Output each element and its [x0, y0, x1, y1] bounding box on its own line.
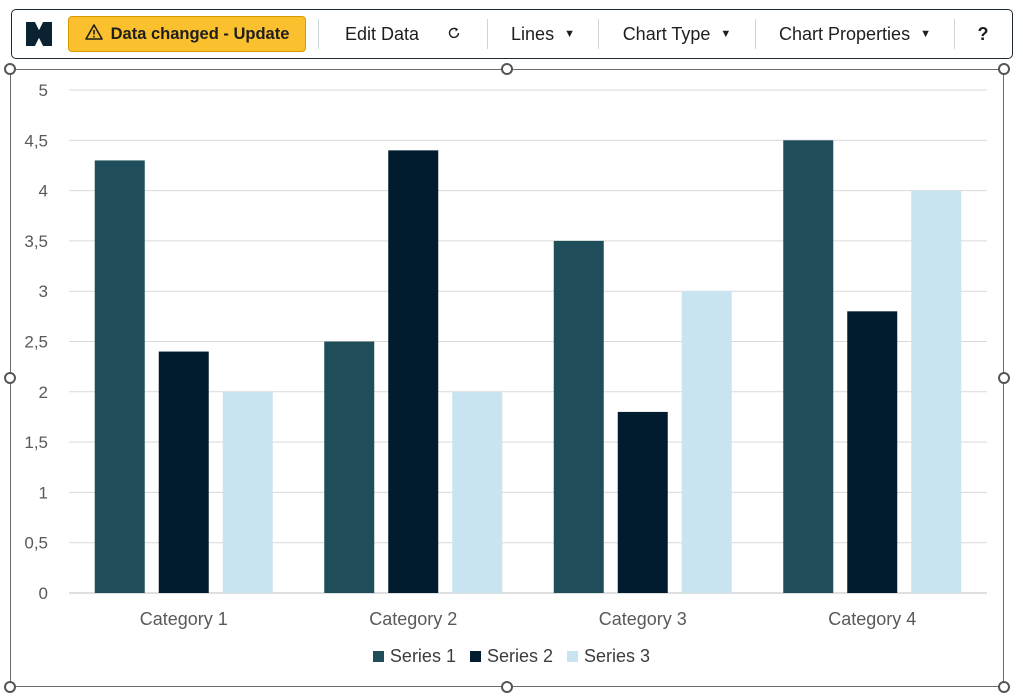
y-tick-label: 5	[39, 81, 48, 100]
resize-handle-top-right[interactable]	[998, 63, 1010, 75]
x-tick-label: Category 2	[369, 609, 457, 629]
bar[interactable]	[681, 291, 732, 593]
legend-item[interactable]: Series 2	[469, 646, 554, 667]
legend-swatch	[567, 651, 579, 662]
resize-handle-top[interactable]	[501, 63, 513, 75]
y-tick-label: 4,5	[24, 131, 48, 150]
refresh-icon[interactable]	[447, 24, 461, 45]
legend-item[interactable]: Series 3	[567, 646, 650, 667]
update-data-button[interactable]: Data changed - Update	[68, 16, 306, 52]
y-tick-label: 1	[39, 483, 48, 502]
help-button[interactable]: ?	[955, 11, 1011, 57]
chart-type-dropdown[interactable]: Chart Type ▼	[599, 11, 755, 57]
bar[interactable]	[783, 140, 834, 594]
bar[interactable]	[617, 411, 668, 593]
bar[interactable]	[553, 240, 604, 593]
legend-label: Series 3	[584, 646, 651, 666]
y-tick-label: 2,5	[24, 333, 48, 352]
toolbar-divider	[755, 19, 756, 49]
lines-label: Lines	[511, 23, 555, 44]
legend-item[interactable]: Series 1	[372, 646, 456, 667]
y-tick-label: 1,5	[24, 433, 48, 452]
help-label: ?	[977, 23, 989, 44]
resize-handle-right[interactable]	[998, 372, 1010, 384]
resize-handle-left[interactable]	[4, 372, 16, 384]
y-tick-label: 0	[39, 584, 48, 603]
x-tick-label: Category 3	[599, 609, 687, 629]
bar[interactable]	[388, 150, 439, 594]
toolbar-divider	[318, 19, 319, 49]
update-data-label: Data changed - Update	[110, 24, 290, 43]
bar[interactable]	[94, 160, 145, 594]
toolbar-divider	[598, 19, 599, 49]
toolbar-divider	[487, 19, 488, 49]
chart-type-label: Chart Type	[622, 23, 711, 44]
y-tick-label: 0,5	[24, 534, 48, 553]
legend-swatch	[372, 651, 384, 662]
bar[interactable]	[158, 351, 209, 593]
chart-properties-label: Chart Properties	[779, 23, 911, 44]
resize-handle-bottom[interactable]	[501, 681, 513, 693]
bar[interactable]	[847, 311, 898, 593]
edit-data-button[interactable]: Edit Data	[319, 11, 487, 57]
chart-legend: Series 1 Series 2 Series 3	[0, 646, 1023, 667]
y-tick-label: 3	[39, 282, 48, 301]
chart-toolbar: Data changed - Update Edit Data Lines ▼ …	[11, 9, 1013, 59]
bar[interactable]	[222, 391, 273, 593]
caret-down-icon: ▼	[920, 28, 931, 40]
chart-properties-dropdown[interactable]: Chart Properties ▼	[756, 11, 954, 57]
bar[interactable]	[452, 391, 503, 593]
y-tick-label: 4	[39, 182, 48, 201]
legend-label: Series 2	[486, 646, 554, 666]
resize-handle-bottom-right[interactable]	[998, 681, 1010, 693]
bar[interactable]	[911, 190, 962, 593]
edit-data-label: Edit Data	[344, 23, 420, 44]
resize-handle-bottom-left[interactable]	[4, 681, 16, 693]
lines-dropdown[interactable]: Lines ▼	[488, 11, 598, 57]
legend-label: Series 1	[389, 646, 456, 666]
x-tick-label: Category 1	[140, 609, 228, 629]
x-tick-label: Category 4	[828, 609, 916, 629]
resize-handle-top-left[interactable]	[4, 63, 16, 75]
y-tick-label: 2	[39, 383, 48, 402]
warning-triangle-icon	[84, 23, 103, 45]
bar[interactable]	[324, 341, 375, 594]
bowtie-logo-icon[interactable]	[16, 11, 62, 57]
legend-swatch	[469, 651, 481, 662]
caret-down-icon: ▼	[564, 28, 575, 40]
toolbar-divider	[954, 19, 955, 49]
caret-down-icon: ▼	[720, 28, 732, 40]
y-tick-label: 3,5	[24, 232, 48, 251]
